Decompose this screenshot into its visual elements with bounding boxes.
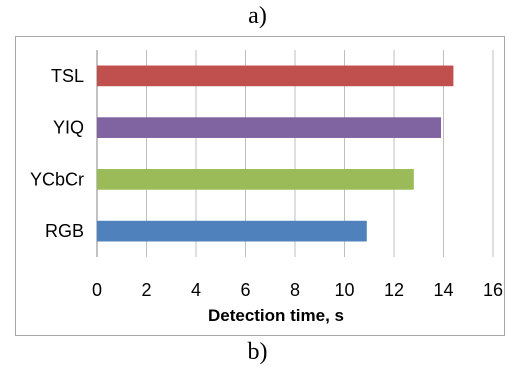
x-tick-labels: 0 2 4 6 8 10 12 14 16 xyxy=(92,280,503,300)
bar-yiq xyxy=(97,117,442,138)
bar-ycbcr xyxy=(97,169,414,190)
x-tick-label: 0 xyxy=(92,280,102,300)
x-tick-label: 14 xyxy=(433,280,453,300)
x-tick-label: 8 xyxy=(290,280,300,300)
category-label-tsl: TSL xyxy=(51,66,84,86)
x-tick-label: 2 xyxy=(141,280,151,300)
x-tick-label: 4 xyxy=(191,280,201,300)
x-tick-label: 16 xyxy=(483,280,503,300)
bars xyxy=(97,65,454,242)
bar-rgb xyxy=(97,220,367,242)
category-label-yiq: YIQ xyxy=(53,118,84,138)
category-label-ycbcr: YCbCr xyxy=(30,169,84,189)
caption-bottom: b) xyxy=(247,339,268,365)
bar-tsl xyxy=(97,65,454,87)
x-tick-label: 10 xyxy=(334,280,354,300)
x-tick-label: 12 xyxy=(384,280,404,300)
x-axis-title: Detection time, s xyxy=(208,306,344,325)
x-tick-label: 6 xyxy=(240,280,250,300)
category-label-rgb: RGB xyxy=(45,221,84,241)
caption-top: a) xyxy=(248,3,267,29)
category-labels: TSL YIQ YCbCr RGB xyxy=(30,66,84,241)
